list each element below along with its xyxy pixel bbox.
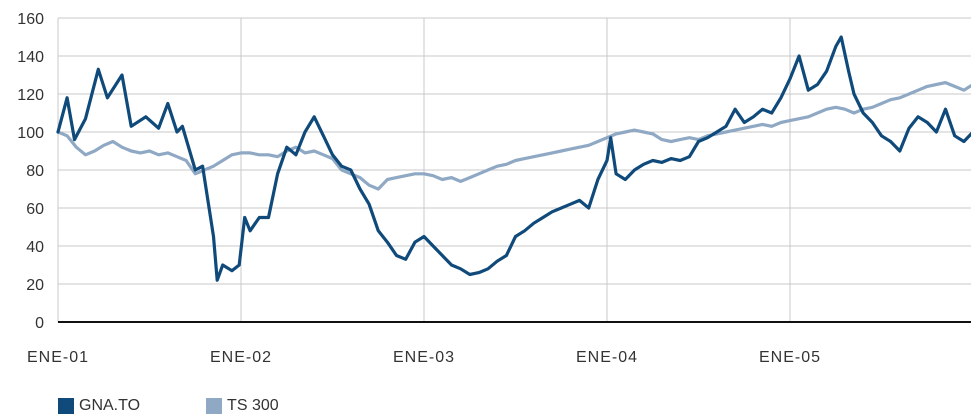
legend-item-gna-to: GNA.TO	[58, 397, 140, 415]
x-tick-label-ene-05: ENE-05	[759, 349, 821, 366]
legend: GNA.TO TS 300	[58, 396, 345, 416]
y-axis-tick-labels: 0 20 40 60 80 100 120 140 160	[17, 11, 44, 332]
legend-label-gna-to: GNA.TO	[79, 397, 141, 414]
x-tick-label-ene-02: ENE-02	[210, 349, 272, 366]
series-lines	[56, 35, 971, 282]
y-tick-label-80: 80	[26, 163, 44, 180]
y-tick-label-20: 20	[26, 277, 44, 294]
y-tick-label-40: 40	[26, 239, 44, 256]
x-tick-label-ene-01: ENE-01	[27, 349, 89, 366]
y-tick-label-100: 100	[17, 125, 44, 142]
legend-item-ts-300: TS 300	[206, 397, 279, 415]
legend-label-ts-300: TS 300	[227, 397, 279, 414]
y-tick-label-160: 160	[17, 11, 44, 28]
x-tick-label-ene-04: ENE-04	[576, 349, 638, 366]
y-tick-label-0: 0	[35, 315, 44, 332]
y-tick-label-60: 60	[26, 201, 44, 218]
x-axis-tick-labels: ENE-01 ENE-02 ENE-03 ENE-04 ENE-05	[27, 349, 821, 366]
y-tick-label-120: 120	[17, 87, 44, 104]
y-tick-label-140: 140	[17, 49, 44, 66]
x-tick-label-ene-03: ENE-03	[393, 349, 455, 366]
series-line-ts-300	[56, 80, 971, 191]
series-line-gna-to	[56, 35, 971, 282]
legend-swatch-gna-to	[58, 398, 74, 414]
legend-swatch-ts-300	[206, 398, 223, 414]
